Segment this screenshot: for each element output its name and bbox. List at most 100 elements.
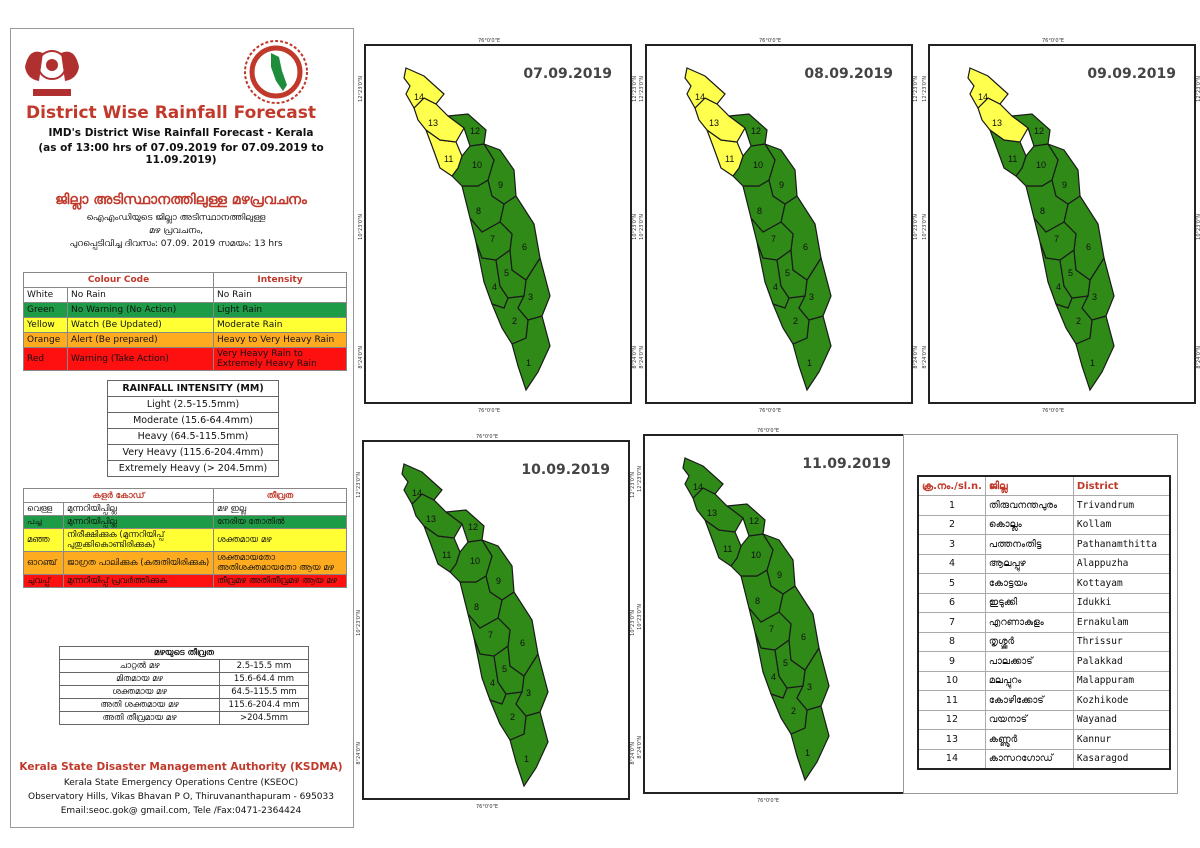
intensity-range: Light (2.5-15.5mm) (107, 396, 279, 413)
colour-name: Green (23, 302, 68, 318)
malayalam-intensity-table: മഴയുടെ തീവ്രത ചാറ്റൽ മഴ 2.5-15.5 mm മിതമായ… (59, 646, 309, 725)
longitude-label-bottom: 76°0'0"E (478, 408, 501, 414)
subtitle: IMD's District Wise Rainfall Forecast - … (48, 127, 314, 139)
mal-colour-action: മുന്നറിയിപ്പ് പ്രവർത്തിക്കുക (63, 574, 214, 588)
district-en-name: Wayanad (1072, 709, 1171, 730)
latitude-label-top-right: 12°23'0"N (630, 472, 636, 498)
longitude-label-top: 76°0'0"E (1042, 38, 1065, 44)
longitude-label-top: 76°0'0"E (759, 38, 782, 44)
mal-intensity-range: 115.6-204.4 mm (219, 698, 309, 712)
district-mal-name: ആലപ്പുഴ (984, 553, 1074, 574)
map-date-label: 09.09.2019 (1087, 66, 1176, 82)
district-number-label: 13 (709, 118, 719, 128)
intensity-row: Very Heavy (115.6-204.4mm) (107, 444, 279, 461)
district-mal-name: കൊല്ലം (984, 514, 1074, 535)
district-number-label: 5 (783, 658, 788, 668)
mal-colour-row: വെള്ള മുന്നറിയിപ്പില്ല മഴ ഇല്ല (23, 502, 347, 516)
district-no: 1 (917, 495, 986, 516)
district-number-label: 5 (785, 268, 790, 278)
latitude-label-mid: 10°23'0"N (637, 604, 643, 630)
district-shape-14 (403, 67, 445, 109)
district-number-label: 3 (809, 292, 814, 302)
colour-action: No Rain (67, 287, 214, 303)
district-en-name: Trivandrum (1072, 495, 1171, 516)
district-number-label: 14 (978, 92, 988, 102)
colour-row: White No Rain No Rain (23, 287, 347, 303)
latitude-label-top: 12°23'0"N (637, 466, 643, 492)
district-number-label: 6 (522, 242, 527, 252)
mal-intensity-range: 2.5-15.5 mm (219, 659, 309, 673)
mal-intensity-row: മിതമായ മഴ 15.6-64.4 mm (59, 672, 309, 686)
district-mal-name: എറണാകുളം (984, 612, 1074, 633)
forecast-period: (as of 13:00 hrs of 07.09.2019 for 07.09… (38, 142, 324, 166)
district-number-label: 4 (490, 678, 495, 688)
district-row: 13 കണ്ണൂർ Kannur (917, 729, 1171, 750)
district-number-label: 13 (707, 508, 717, 518)
district-row: 10 മലപ്പുറം Malappuram (917, 670, 1171, 691)
district-number-label: 12 (468, 522, 478, 532)
intensity-range: Extremely Heavy (> 204.5mm) (107, 460, 279, 477)
district-number-label: 7 (771, 234, 776, 244)
longitude-label-bottom: 76°0'0"E (757, 798, 780, 804)
district-panel: ക്ര.നം./sl.n. ജില്ല District 1 തിരുവനന്തപ… (903, 434, 1178, 794)
district-row: 8 തൃശ്ശൂർ Thrissur (917, 631, 1171, 652)
rainfall-intensity-title: RAINFALL INTENSITY (MM) (107, 380, 279, 397)
district-row: 2 കൊല്ലം Kollam (917, 514, 1171, 535)
mal-colour-action: ജാഗ്രത പാലിക്കുക (കരുതിയിരിക്കുക) (63, 551, 214, 575)
district-no: 12 (917, 709, 986, 730)
district-no-header: ക്ര.നം./sl.n. (917, 475, 986, 496)
district-row: 7 എറണാകുളം Ernakulam (917, 612, 1171, 633)
district-en-name: Kottayam (1072, 573, 1171, 594)
colour-name: Orange (23, 332, 68, 348)
mal-colour-intensity: ശക്തമായതോ അതിശക്തമായതോ ആയ മഴ (213, 551, 347, 575)
intensity-row: Heavy (64.5-115.5mm) (107, 428, 279, 445)
district-number-label: 1 (807, 358, 812, 368)
mal-colour-action: മുന്നറിയിപ്പില്ല (63, 502, 214, 516)
mal-colour-name: വെള്ള (23, 502, 64, 516)
district-en-name: Idukki (1072, 592, 1171, 613)
district-number-label: 7 (490, 234, 495, 244)
district-no: 11 (917, 690, 986, 711)
district-number-label: 9 (779, 180, 784, 190)
district-mal-name: മലപ്പുറം (984, 670, 1074, 691)
district-number-label: 8 (755, 596, 760, 606)
colour-code-table: Colour Code Intensity White No Rain No Rai… (23, 272, 347, 371)
mal-intensity-row: ശക്തമായ മഴ 64.5-115.5 mm (59, 685, 309, 699)
malayalam-subtitle-1: ഐഎംഡിയുടെ ജില്ലാ അടിസ്ഥാനത്തിലുള്ള (86, 213, 266, 223)
district-row: 9 പാലക്കാട് Palakkad (917, 651, 1171, 672)
latitude-label-top-right: 12°23'0"N (632, 76, 638, 102)
org-name: Kerala State Disaster Management Authori… (19, 761, 343, 773)
colour-name: Yellow (23, 317, 68, 333)
district-number-label: 12 (470, 126, 480, 136)
district-number-label: 11 (444, 154, 453, 164)
mal-colour-intensity: ശക്തമായ മഴ (213, 528, 347, 552)
district-number-label: 4 (1056, 282, 1061, 292)
district-no: 4 (917, 553, 986, 574)
mal-colour-name: മഞ്ഞ (23, 528, 64, 552)
district-en-name: Kasaragod (1072, 748, 1171, 769)
district-en-name: Alappuzha (1072, 553, 1171, 574)
latitude-label-mid: 10°23'0"N (922, 214, 928, 240)
mal-intensity-name: മിതമായ മഴ (59, 672, 220, 686)
latitude-label-bottom: 8°24'0"N (356, 742, 362, 765)
district-number-label: 8 (757, 206, 762, 216)
colour-intensity: Moderate Rain (213, 317, 347, 333)
district-number-label: 14 (412, 488, 422, 498)
org-address: Observatory Hills, Vikas Bhavan P O, Thi… (28, 792, 334, 802)
district-en-name: Thrissur (1072, 631, 1171, 652)
district-mal-name: കോട്ടയം (984, 573, 1074, 594)
district-en-name: Pathanamthitta (1072, 534, 1171, 555)
district-number-label: 5 (504, 268, 509, 278)
malayalam-title: ജില്ലാ അടിസ്ഥാനത്തിലുള്ള മഴപ്രവചനം (55, 192, 307, 208)
ksdma-logo-icon (244, 40, 308, 104)
colour-name: White (23, 287, 68, 303)
latitude-label-mid: 10°23'0"N (356, 610, 362, 636)
district-number-label: 14 (695, 92, 705, 102)
mal-colour-intensity: നേരിയ തോതിൽ (213, 515, 347, 529)
colour-action: Watch (Be Updated) (67, 317, 214, 333)
district-mal-header: ജില്ല (984, 475, 1074, 496)
district-en-name: Malappuram (1072, 670, 1171, 691)
latitude-label-top-right: 12°23'0"N (1196, 76, 1200, 102)
latitude-label-mid-right: 10°23'0"N (1196, 214, 1200, 240)
mal-intensity-name: ശക്തമായ മഴ (59, 685, 220, 699)
